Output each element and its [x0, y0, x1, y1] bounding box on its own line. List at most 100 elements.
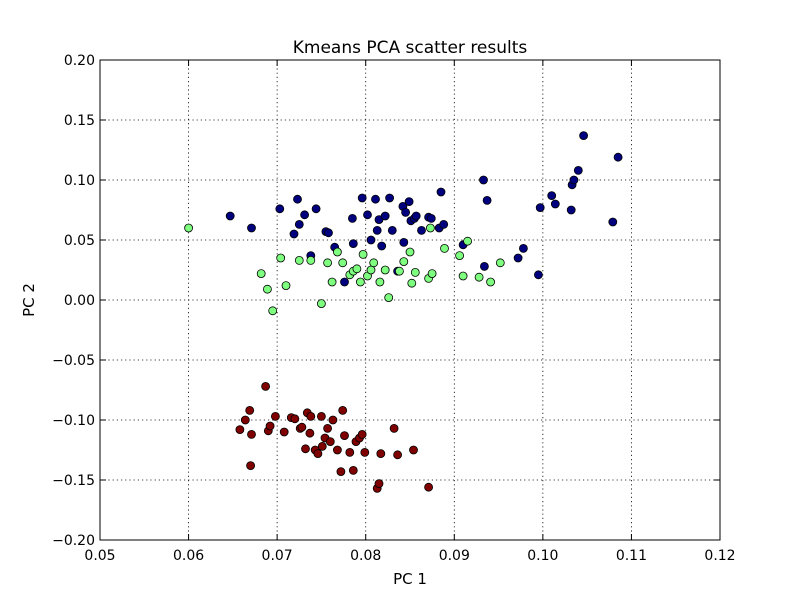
cluster-navy-point [513, 253, 523, 263]
x-tick-label: 0.05 [84, 548, 115, 564]
cluster-navy-point [347, 213, 357, 223]
cluster-red-point [247, 429, 256, 439]
cluster-green-point [474, 272, 484, 282]
cluster-green-point [338, 258, 348, 268]
cluster-red-point [332, 445, 342, 455]
cluster-green-point [427, 269, 437, 279]
cluster-red-point [340, 431, 349, 441]
cluster-navy-point [311, 204, 321, 214]
cluster-red-point [301, 444, 310, 454]
cluster-green-point [323, 258, 333, 268]
cluster-navy-point [387, 225, 397, 235]
cluster-green-point [458, 271, 468, 281]
x-tick-label: 0.10 [527, 548, 558, 564]
y-tick-label: 0.20 [64, 53, 95, 69]
cluster-red-point [325, 437, 335, 447]
cluster-green-point [405, 247, 415, 257]
data-points [184, 131, 623, 493]
cluster-navy-point [579, 131, 588, 141]
cluster-red-point [235, 425, 245, 435]
cluster-red-point [290, 414, 300, 424]
y-tick-label: −0.15 [52, 473, 95, 489]
cluster-red-point [297, 422, 307, 432]
cluster-green-point [410, 267, 420, 277]
cluster-red-point [323, 423, 333, 433]
axis-ticks [99, 59, 721, 541]
cluster-navy-point [324, 228, 333, 238]
cluster-green-point [394, 266, 404, 276]
cluster-navy-point [573, 165, 583, 175]
cluster-navy-point [385, 193, 395, 203]
cluster-navy-point [426, 213, 436, 223]
cluster-red-point [246, 461, 256, 471]
cluster-red-point [389, 423, 399, 433]
cluster-navy-point [247, 223, 256, 233]
cluster-green-point [332, 247, 342, 257]
cluster-navy-point [275, 204, 285, 214]
cluster-green-point [407, 278, 417, 288]
cluster-navy-point [550, 199, 560, 209]
cluster-red-point [279, 427, 289, 437]
cluster-navy-point [377, 241, 387, 251]
cluster-navy-point [519, 243, 528, 253]
cluster-navy-point [225, 211, 235, 221]
cluster-navy-point [479, 175, 488, 185]
cluster-navy-point [547, 191, 557, 201]
cluster-green-point [352, 264, 362, 274]
cluster-green-point [399, 257, 409, 267]
cluster-red-point [245, 405, 255, 415]
cluster-navy-point [380, 211, 390, 221]
y-tick-label: 0.05 [64, 233, 95, 249]
cluster-green-point [440, 243, 449, 253]
y-tick-label: −0.10 [52, 413, 95, 429]
x-tick-label: 0.06 [173, 548, 204, 564]
cluster-navy-point [401, 207, 411, 217]
cluster-navy-point [371, 194, 380, 204]
cluster-navy-point [300, 210, 310, 220]
cluster-navy-point [348, 239, 358, 249]
x-tick-label: 0.07 [262, 548, 293, 564]
cluster-green-point [355, 277, 365, 287]
cluster-navy-point [294, 219, 304, 229]
y-tick-label: 0.10 [64, 173, 95, 189]
cluster-navy-point [357, 193, 367, 203]
cluster-green-point [294, 255, 304, 265]
cluster-navy-point [293, 194, 302, 204]
cluster-green-point [380, 265, 390, 275]
x-tick-label: 0.11 [616, 548, 647, 564]
cluster-green-point [306, 255, 316, 265]
cluster-red-point [360, 447, 370, 457]
cluster-green-point [384, 293, 394, 303]
cluster-navy-point [479, 261, 489, 271]
cluster-navy-point [399, 237, 409, 247]
cluster-red-point [316, 411, 326, 421]
cluster-green-point [425, 223, 435, 233]
y-tick-label: 0.00 [64, 293, 95, 309]
cluster-navy-point [436, 187, 446, 197]
cluster-red-point [424, 482, 434, 492]
cluster-green-point [276, 253, 286, 263]
cluster-red-point [393, 450, 403, 460]
x-axis-label: PC 1 [393, 570, 427, 588]
cluster-green-point [268, 306, 278, 316]
x-tick-label: 0.12 [704, 548, 735, 564]
cluster-green-point [281, 281, 291, 291]
cluster-navy-point [569, 175, 579, 185]
cluster-red-point [376, 449, 386, 459]
cluster-red-point [305, 428, 315, 438]
grid-lines [100, 60, 720, 540]
cluster-green-point [262, 284, 272, 294]
cluster-red-point [374, 479, 384, 489]
cluster-green-point [463, 236, 473, 246]
cluster-green-point [184, 223, 194, 233]
cluster-red-point [240, 415, 250, 425]
cluster-red-point [270, 411, 280, 421]
cluster-navy-point [417, 225, 426, 235]
y-tick-label: −0.05 [52, 353, 95, 369]
cluster-navy-point [404, 197, 414, 207]
cluster-navy-point [535, 203, 545, 213]
x-tick-label: 0.08 [350, 548, 381, 564]
tick-labels: 0.05 0.06 0.07 0.08 0.09 0.10 0.11 0.12 −0.20 −0.… [52, 53, 735, 564]
